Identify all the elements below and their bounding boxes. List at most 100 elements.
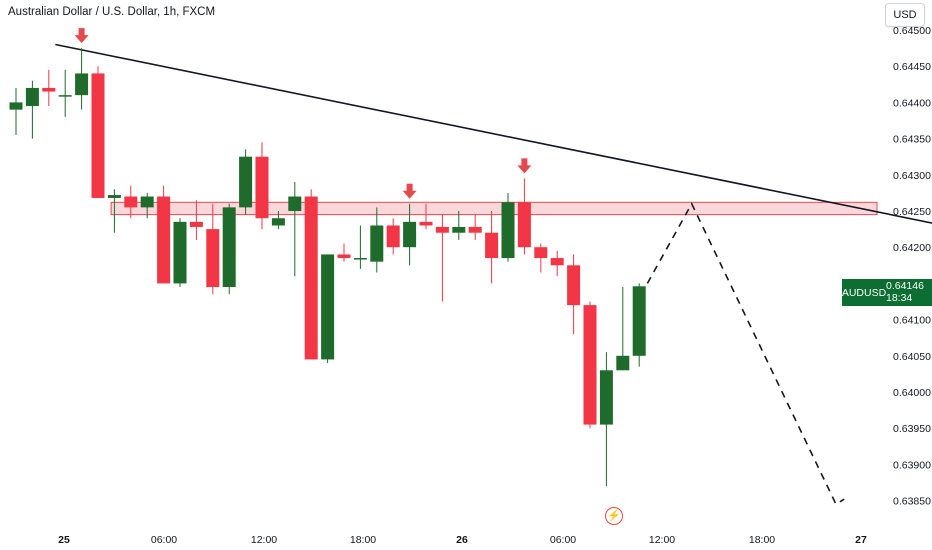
candle (599, 352, 613, 487)
candle-body (75, 73, 89, 96)
candle (419, 203, 433, 230)
x-tick-label: 12:00 (251, 534, 277, 546)
candle-body (157, 196, 171, 284)
candle (616, 287, 630, 371)
candle (271, 211, 285, 230)
candle (58, 69, 72, 117)
y-tick-label: 0.64200 (893, 242, 931, 254)
candle (353, 225, 367, 269)
x-tick-label: 18:00 (350, 534, 376, 546)
candle-body (140, 196, 154, 208)
price-tag-price: 0.64146 (886, 280, 924, 292)
projection-layer (646, 202, 845, 506)
candle (124, 185, 138, 219)
candle-body (370, 225, 384, 262)
candle (288, 182, 302, 277)
y-tick-label: 0.64500 (893, 25, 931, 37)
candle (337, 243, 351, 262)
candle (222, 203, 236, 295)
y-tick-label: 0.64350 (893, 134, 931, 146)
candle-body (271, 218, 285, 226)
candle (517, 178, 531, 255)
y-tick-label: 0.64300 (893, 170, 931, 182)
y-tick-label: 0.64000 (893, 387, 931, 399)
candle-body (337, 254, 351, 259)
candle-body (567, 265, 581, 306)
candle (75, 48, 89, 110)
chart-title: Australian Dollar / U.S. Dollar, 1h, FXC… (8, 6, 216, 18)
candle-body (173, 221, 187, 284)
candle-body (353, 258, 367, 260)
y-tick-label: 0.63850 (893, 496, 931, 508)
candle (173, 218, 187, 288)
candle (550, 250, 564, 277)
candle-body (124, 196, 138, 208)
candle (632, 283, 646, 367)
resistance-zone-layer (110, 201, 878, 216)
down-arrow-icon (74, 28, 89, 44)
y-tick-label: 0.63950 (893, 423, 931, 435)
candle (9, 87, 23, 135)
candle (239, 149, 253, 215)
candle-body (239, 156, 253, 208)
candle-body (42, 87, 56, 92)
down-arrow-icon (402, 183, 417, 199)
candle (452, 211, 466, 240)
projection-path (646, 202, 845, 506)
candle (157, 185, 171, 284)
candle-body (501, 202, 515, 259)
candle-body (255, 156, 269, 219)
candle-body (403, 221, 417, 248)
candle (435, 214, 449, 302)
y-tick-label: 0.63900 (893, 459, 931, 471)
candle-body (452, 226, 466, 233)
trendline-layer (55, 43, 932, 224)
arrow-markers-layer (74, 28, 532, 199)
y-tick-label: 0.64450 (893, 61, 931, 73)
x-tick-label: 18:00 (749, 534, 775, 546)
candle (304, 189, 318, 360)
candle-body (599, 370, 613, 425)
candle-body (632, 286, 646, 356)
candle-body (58, 95, 72, 97)
x-tick-label: 26 (456, 534, 468, 546)
y-tick-label: 0.64100 (893, 315, 931, 327)
candle-body (517, 202, 531, 248)
price-tag-countdown: 18:34 (886, 292, 913, 304)
candle (25, 80, 39, 139)
candle-body (189, 221, 203, 227)
candle-body (288, 196, 302, 211)
candle-body (616, 355, 630, 371)
candle (583, 301, 597, 429)
y-tick-label: 0.64250 (893, 206, 931, 218)
x-axis: 25 06:00 12:00 18:00 26 06:00 12:00 18:00 27 (58, 534, 867, 546)
candle-body (91, 73, 105, 198)
candle-body (550, 258, 564, 266)
candle-body (304, 196, 318, 360)
candle (485, 211, 499, 284)
candle (468, 214, 482, 240)
candle-body (321, 254, 335, 360)
candle-body (435, 226, 449, 233)
currency-button[interactable]: USD (885, 3, 925, 27)
candles-layer (9, 48, 646, 487)
candle-body (419, 221, 433, 226)
x-tick-label: 25 (58, 534, 70, 546)
candle-body (222, 207, 236, 288)
candle (91, 66, 105, 198)
lightning-bolt-icon[interactable]: ⚡ (605, 507, 623, 525)
y-axis: 0.64500 0.64450 0.64400 0.64350 0.64300 0.642… (893, 25, 931, 508)
x-tick-label: 12:00 (649, 534, 675, 546)
down-arrow-icon (517, 158, 532, 174)
trendline (55, 43, 932, 224)
resistance-zone (110, 201, 878, 216)
candle (321, 254, 335, 364)
candle-body (9, 102, 23, 110)
candle (386, 218, 400, 255)
candle (189, 200, 203, 240)
candle (107, 189, 121, 233)
candle (370, 207, 384, 273)
candle (42, 69, 56, 107)
y-tick-label: 0.64050 (893, 351, 931, 363)
